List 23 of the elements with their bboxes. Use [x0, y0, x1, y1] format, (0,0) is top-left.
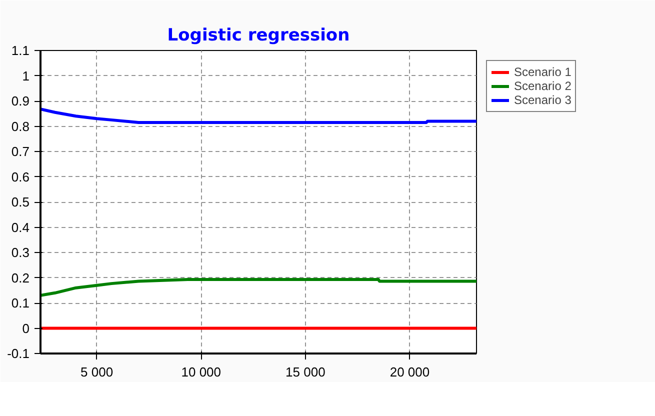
- legend-label: Scenario 3: [514, 93, 572, 107]
- y-tick-label: -0.1: [7, 346, 30, 361]
- y-tick-label: 0.9: [11, 94, 30, 108]
- x-tick-label: 5 000: [80, 364, 114, 380]
- x-tick-label: 20 000: [390, 364, 430, 380]
- line-series: [40, 278, 476, 297]
- y-tick-label: 0.2: [11, 270, 30, 286]
- y-tick-label: 0.5: [11, 194, 30, 210]
- y-tick-label: 0.1: [11, 296, 30, 310]
- y-tick-label: 1: [22, 68, 30, 84]
- y-tick-label: 0: [22, 320, 30, 336]
- y-tick-label: 0.7: [11, 144, 30, 159]
- y-tick-label: 0.8: [11, 118, 30, 134]
- y-tick-label: 0.6: [11, 169, 30, 184]
- chart-title: Logistic regression: [167, 26, 350, 46]
- legend-label: Scenario 2: [514, 79, 572, 93]
- x-tick-label: 10 000: [181, 364, 222, 380]
- y-tick-label: 0.4: [11, 220, 30, 235]
- x-tick-label: 15 000: [286, 364, 326, 380]
- legend-label: Scenario 1: [514, 65, 572, 79]
- y-tick-label: 0.3: [11, 245, 30, 260]
- line-series: [40, 108, 476, 124]
- y-tick-label: 1.1: [11, 43, 30, 58]
